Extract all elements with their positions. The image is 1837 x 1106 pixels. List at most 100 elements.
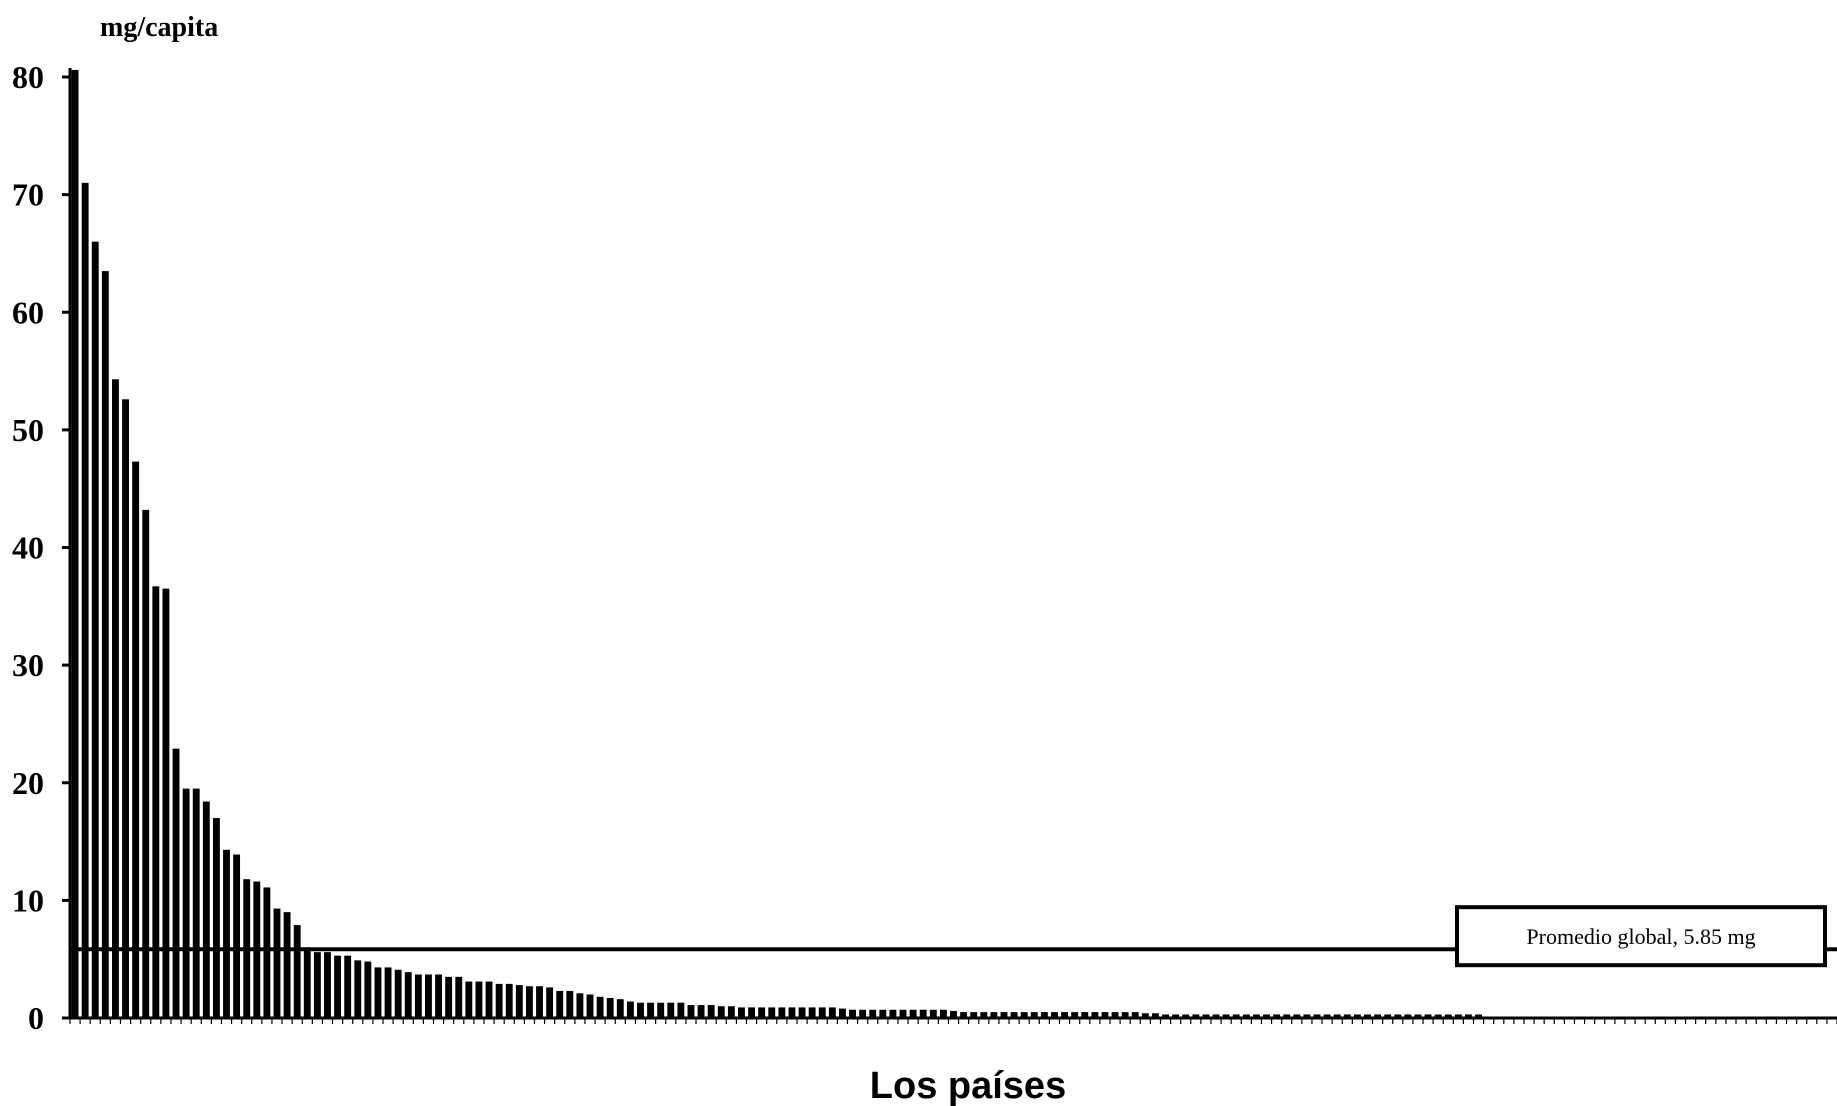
bar — [162, 588, 170, 1018]
bar — [404, 972, 412, 1018]
bar — [1192, 1014, 1200, 1018]
bar — [1071, 1012, 1079, 1018]
bar — [667, 1002, 675, 1018]
bar — [1152, 1013, 1159, 1018]
y-tick-label: 70 — [12, 177, 44, 213]
bar — [515, 985, 523, 1018]
bar — [1162, 1014, 1169, 1018]
bar — [606, 998, 614, 1018]
bar — [1091, 1012, 1099, 1018]
bar — [324, 952, 331, 1018]
bar — [152, 586, 160, 1018]
bar — [293, 925, 301, 1018]
y-tick-label: 60 — [12, 294, 44, 330]
y-tick-label: 20 — [12, 765, 44, 801]
bar — [364, 961, 372, 1018]
bar — [859, 1009, 867, 1018]
bar — [384, 967, 392, 1018]
bar — [637, 1002, 644, 1018]
bar — [101, 271, 109, 1019]
bar — [172, 748, 180, 1018]
bar — [1040, 1012, 1048, 1018]
bar — [475, 981, 483, 1018]
bar — [738, 1007, 745, 1018]
bar — [1263, 1014, 1270, 1018]
bar — [1252, 1014, 1260, 1018]
bar — [1101, 1012, 1109, 1018]
bar — [1000, 1012, 1008, 1018]
bar — [677, 1002, 685, 1018]
bar — [818, 1007, 826, 1018]
y-tick-label: 0 — [28, 1000, 44, 1036]
bar — [1010, 1012, 1018, 1018]
y-tick-label: 10 — [12, 882, 44, 918]
global-average-annotation-box — [1455, 905, 1827, 968]
bar — [344, 955, 352, 1018]
y-tick-label: 50 — [12, 412, 44, 448]
bar — [263, 887, 271, 1018]
x-axis-label: Los países — [870, 1065, 1066, 1106]
bar — [455, 976, 463, 1018]
bar — [839, 1008, 846, 1018]
bar — [586, 994, 594, 1018]
bar — [212, 818, 220, 1018]
bar — [828, 1007, 836, 1018]
bar — [1182, 1014, 1190, 1018]
bar — [960, 1012, 968, 1018]
bar — [909, 1009, 917, 1018]
bar — [273, 908, 281, 1018]
bar — [950, 1010, 957, 1018]
bar — [142, 509, 150, 1018]
bar — [1465, 1014, 1472, 1018]
bar — [556, 990, 564, 1018]
bar — [1212, 1014, 1220, 1018]
bar — [1172, 1014, 1180, 1018]
bar — [313, 952, 321, 1018]
bar — [182, 788, 190, 1018]
bar — [1121, 1012, 1129, 1018]
bar — [929, 1009, 937, 1018]
bar — [869, 1009, 877, 1018]
bar — [132, 461, 140, 1018]
bar — [990, 1012, 998, 1018]
bar — [768, 1007, 776, 1018]
bar — [616, 999, 624, 1018]
bar — [1273, 1014, 1281, 1018]
bar — [1242, 1014, 1250, 1018]
bar — [1222, 1014, 1230, 1018]
bar — [1374, 1014, 1382, 1018]
bar — [435, 974, 442, 1018]
y-tick-label: 80 — [12, 59, 44, 95]
bar — [465, 981, 473, 1018]
bar — [707, 1005, 715, 1018]
bar — [122, 399, 129, 1018]
bar — [525, 986, 533, 1018]
bar — [283, 912, 291, 1018]
bar — [233, 854, 241, 1018]
bar — [1394, 1014, 1402, 1018]
bar — [1293, 1014, 1301, 1018]
bar — [1051, 1012, 1058, 1018]
bar — [202, 801, 210, 1018]
bar — [980, 1012, 988, 1018]
bar — [1020, 1012, 1028, 1018]
bar — [899, 1009, 907, 1018]
bar — [112, 379, 119, 1018]
bar — [414, 974, 422, 1018]
bars-group — [71, 69, 1482, 1019]
bar — [647, 1002, 655, 1018]
bar — [334, 955, 342, 1018]
bar — [354, 960, 362, 1018]
bar — [394, 969, 402, 1018]
bar — [697, 1005, 705, 1018]
bar — [1444, 1014, 1452, 1018]
bar — [1384, 1014, 1392, 1018]
bar — [778, 1007, 786, 1018]
bar — [223, 849, 230, 1018]
bar — [657, 1002, 665, 1018]
bar — [596, 996, 604, 1018]
bar — [1303, 1014, 1311, 1018]
bar — [445, 976, 453, 1018]
bar — [566, 990, 574, 1018]
